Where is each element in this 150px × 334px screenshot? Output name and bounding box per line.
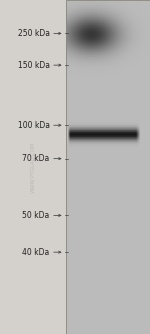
Text: 40 kDa: 40 kDa: [22, 248, 50, 257]
Text: 250 kDa: 250 kDa: [18, 29, 50, 38]
Text: 50 kDa: 50 kDa: [22, 211, 50, 220]
Text: 70 kDa: 70 kDa: [22, 154, 50, 163]
Bar: [66, 0, 150, 334]
Text: WWW.PTGLAB.COM: WWW.PTGLAB.COM: [30, 141, 36, 193]
Text: 100 kDa: 100 kDa: [18, 121, 50, 130]
Text: 150 kDa: 150 kDa: [18, 61, 50, 69]
